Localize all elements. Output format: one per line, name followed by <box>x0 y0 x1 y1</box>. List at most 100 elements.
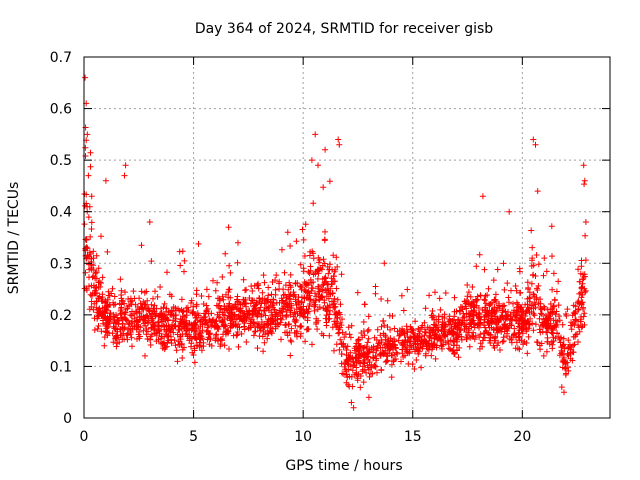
data-point <box>323 312 330 319</box>
data-point <box>179 346 186 353</box>
data-point <box>227 269 234 276</box>
data-point <box>504 315 511 322</box>
data-point <box>535 282 542 289</box>
data-point <box>581 310 588 317</box>
data-point <box>365 313 372 320</box>
data-point <box>550 270 557 277</box>
data-point <box>176 327 183 334</box>
data-point <box>400 354 407 360</box>
data-point <box>195 333 202 340</box>
data-point <box>152 288 158 295</box>
data-point <box>571 341 578 348</box>
data-point <box>489 299 495 306</box>
data-point <box>370 343 377 350</box>
data-point <box>140 327 147 334</box>
data-point <box>550 317 557 324</box>
data-point <box>265 292 272 299</box>
data-point <box>499 338 506 345</box>
data-point <box>155 325 162 332</box>
data-point <box>533 252 540 258</box>
data-point <box>257 304 264 311</box>
data-point <box>302 281 309 287</box>
data-point <box>188 336 195 342</box>
data-point <box>377 344 384 351</box>
data-point <box>334 296 341 303</box>
data-point <box>173 347 180 354</box>
data-point <box>137 324 144 331</box>
data-point <box>335 326 342 333</box>
data-point <box>450 338 457 344</box>
data-point <box>265 316 272 323</box>
data-point <box>236 299 242 306</box>
data-point <box>525 325 532 332</box>
x-tick-label: 20 <box>513 429 531 445</box>
data-point <box>226 310 233 317</box>
data-point <box>83 244 90 251</box>
data-point <box>89 292 95 299</box>
data-point <box>88 282 95 289</box>
data-point <box>288 305 295 311</box>
data-point <box>141 320 147 327</box>
data-point <box>511 325 518 332</box>
data-point <box>536 342 543 349</box>
data-point <box>457 304 464 310</box>
data-point <box>532 141 539 148</box>
data-point <box>165 337 172 344</box>
data-point <box>220 321 227 328</box>
data-point <box>204 324 211 331</box>
data-point <box>250 303 257 310</box>
data-point <box>510 332 517 339</box>
data-point <box>202 310 209 317</box>
data-point <box>577 270 584 277</box>
data-point <box>422 329 429 336</box>
data-point <box>433 344 440 351</box>
data-point <box>575 298 582 305</box>
data-point <box>205 331 212 338</box>
data-point <box>337 301 344 308</box>
data-point <box>488 307 495 314</box>
data-point <box>486 324 493 331</box>
data-point <box>82 74 89 81</box>
data-point <box>101 334 108 341</box>
data-point <box>582 232 589 239</box>
data-point <box>247 322 254 329</box>
data-point <box>242 287 248 294</box>
data-point <box>487 331 493 338</box>
data-point <box>436 295 443 302</box>
data-point <box>356 355 362 362</box>
data-point <box>272 286 279 293</box>
data-point <box>86 266 93 273</box>
data-point <box>364 350 371 357</box>
data-point <box>464 282 471 288</box>
data-point <box>285 286 292 293</box>
data-point <box>175 341 182 348</box>
data-point <box>496 300 503 307</box>
data-point <box>95 323 102 329</box>
data-point <box>361 301 368 308</box>
data-point <box>305 308 312 315</box>
data-point <box>249 311 256 318</box>
data-point <box>209 318 216 325</box>
data-point <box>564 306 571 313</box>
data-point <box>476 311 483 318</box>
data-point <box>577 318 584 325</box>
data-point <box>525 318 532 325</box>
data-point <box>529 255 536 262</box>
data-point <box>130 288 137 295</box>
data-point <box>109 330 116 337</box>
data-point <box>384 297 391 304</box>
data-point <box>529 302 536 309</box>
data-point <box>88 303 95 310</box>
data-point <box>256 295 263 301</box>
data-point <box>121 311 128 318</box>
data-point <box>273 272 280 279</box>
data-point <box>168 293 175 300</box>
data-point <box>300 236 307 243</box>
data-point <box>113 343 120 350</box>
data-point <box>253 299 260 306</box>
data-point <box>102 177 109 184</box>
data-point <box>238 330 245 337</box>
data-point <box>572 316 579 323</box>
data-point <box>322 275 328 282</box>
data-point <box>322 228 328 235</box>
